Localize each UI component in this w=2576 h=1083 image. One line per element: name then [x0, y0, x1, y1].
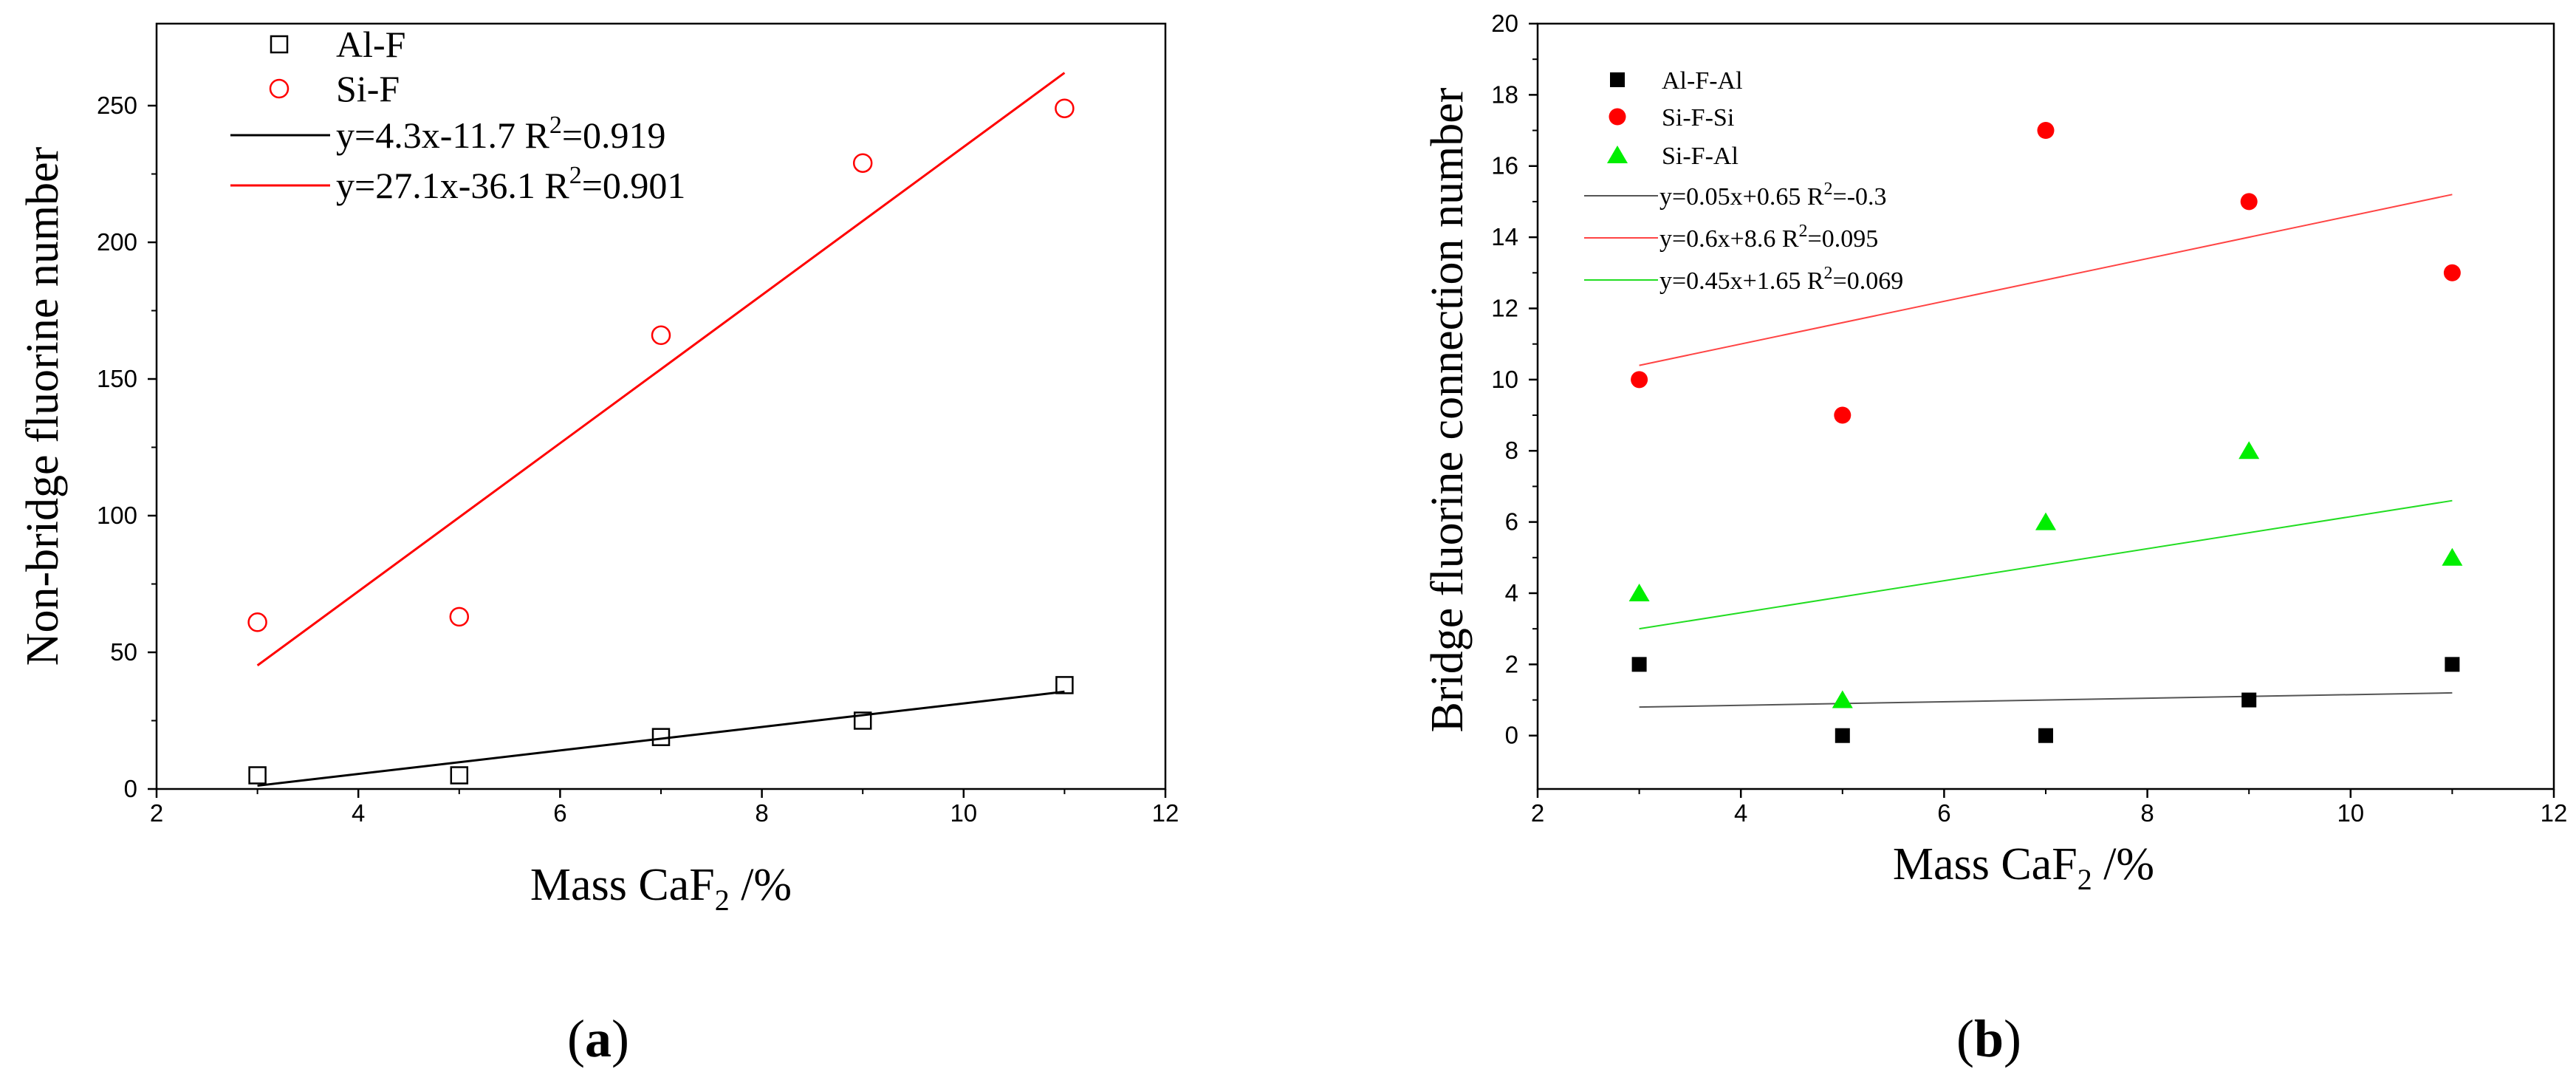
x-ticks-b: 2 4 6 8 10 12: [1531, 789, 2568, 827]
y-tick-label-b: 18: [1491, 81, 1518, 108]
x-tick-label-a: 4: [352, 799, 365, 827]
y-tick-label-a: 50: [110, 638, 137, 666]
legend-fit-label-2: y=27.1x-36.1 R2=0.901: [336, 162, 685, 206]
point-al-f-al: [2038, 728, 2053, 743]
point-al-f-al: [2241, 692, 2257, 708]
point-si-f-si: [1631, 371, 1648, 389]
fit-lines-a: [256, 72, 1066, 788]
fit-line-b-1: [1639, 691, 2453, 708]
legend-fit-label-3: y=0.45x+1.65 R2=0.069: [1659, 264, 1903, 295]
point-si-f-al: [1832, 690, 1853, 708]
fit-line-a-1: [257, 690, 1065, 788]
legend-fit-label-1: y=4.3x-11.7 R2=0.919: [336, 112, 666, 156]
x-tick-label-a: 10: [950, 799, 977, 827]
legend-a: Al-FSi-Fy=4.3x-11.7 R2=0.919 y=27.1x-36.1…: [230, 24, 685, 206]
points-a: [247, 98, 1075, 785]
fit-line-a-2: [256, 72, 1066, 666]
legend-marker-si-f: [269, 78, 290, 99]
fit-lines-b: [1639, 194, 2453, 708]
point-si-f: [449, 607, 470, 627]
legend-label-al-f: Al-F: [336, 24, 405, 65]
x-tick-label-b: 2: [1531, 799, 1544, 827]
x-tick-label-b: 12: [2541, 799, 2568, 827]
y-tick-label-b: 14: [1491, 223, 1518, 250]
y-tick-label-b: 16: [1491, 152, 1518, 180]
y-tick-label-a: 0: [124, 775, 137, 802]
panel-label-a: (a): [567, 1009, 629, 1068]
point-al-f: [248, 766, 267, 785]
y-tick-label-b: 6: [1505, 508, 1518, 536]
point-al-f: [853, 711, 872, 730]
point-si-f-si: [2037, 122, 2055, 140]
legend-marker-si-f-si: [1609, 108, 1626, 126]
x-tick-label-b: 10: [2337, 799, 2364, 827]
x-axis-label-b: Mass CaF2 /%: [1893, 839, 2154, 896]
point-al-f: [651, 728, 671, 746]
point-si-f-al: [2238, 441, 2260, 459]
point-al-f-al: [2445, 657, 2460, 672]
point-si-f-si: [2443, 264, 2461, 281]
y-tick-label-b: 2: [1505, 650, 1518, 677]
point-si-f-al: [2442, 547, 2463, 566]
x-tick-label-a: 8: [755, 799, 768, 827]
legend-fit-label-1: y=0.05x+0.65 R2=-0.3: [1659, 180, 1887, 211]
y-tick-label-a: 250: [97, 92, 137, 119]
point-si-f: [852, 153, 873, 173]
x-tick-label-a: 12: [1152, 799, 1179, 827]
point-si-f-al: [1628, 583, 1650, 601]
chart-b: 2 4 6 8 10 12 0 2 4 6 8 10 12 14 16 18 20 Al-F-Al Si-F-S…: [1422, 10, 2567, 1068]
y-axis-label-b: Bridge fluorine connection number: [1422, 87, 1473, 732]
point-si-f: [1055, 98, 1075, 118]
point-si-f-si: [1834, 406, 1852, 424]
y-tick-label-b: 10: [1491, 366, 1518, 393]
x-tick-label-b: 6: [1937, 799, 1950, 827]
point-si-f-si: [2240, 193, 2258, 211]
legend-label-si-f-al: Si-F-Al: [1662, 143, 1739, 170]
legend-b: Al-F-Al Si-F-Si Si-F-Al y=0.05x+0.65 R2=-0.…: [1584, 67, 1903, 295]
y-tick-label-a: 100: [97, 502, 137, 529]
legend-fit-label-2: y=0.6x+8.6 R2=0.095: [1659, 222, 1878, 253]
point-al-f: [1055, 676, 1074, 694]
point-si-f: [247, 612, 267, 632]
legend-label-si-f: Si-F: [336, 68, 400, 109]
point-al-f: [450, 766, 469, 785]
point-al-f-al: [1631, 657, 1647, 672]
y-tick-label-b: 4: [1505, 579, 1518, 607]
legend-marker-al-f-al: [1610, 72, 1625, 87]
y-tick-label-b: 0: [1505, 722, 1518, 749]
x-ticks-a: 2 4 6 8 10 12: [150, 789, 1179, 827]
legend-label-si-f-si: Si-F-Si: [1662, 104, 1734, 131]
x-tick-label-b: 4: [1734, 799, 1747, 827]
point-si-f: [651, 325, 671, 346]
fit-line-b-2: [1639, 194, 2453, 366]
legend-label-al-f-al: Al-F-Al: [1662, 67, 1743, 95]
y-tick-label-a: 150: [97, 365, 137, 392]
points-b: [1628, 122, 2463, 743]
point-si-f-al: [2035, 512, 2056, 530]
x-axis-label-a: Mass CaF2 /%: [530, 860, 792, 917]
y-tick-label-a: 200: [97, 228, 137, 256]
y-tick-label-b: 8: [1505, 437, 1518, 464]
y-ticks-b: 0 2 4 6 8 10 12 14 16 18 20: [1491, 10, 1538, 749]
panel-label-b: (b): [1956, 1009, 2021, 1068]
legend-marker-si-f-al: [1607, 146, 1628, 163]
y-tick-label-b: 12: [1491, 294, 1518, 321]
x-tick-label-a: 6: [553, 799, 566, 827]
point-al-f-al: [1835, 728, 1850, 743]
x-tick-label-b: 8: [2140, 799, 2154, 827]
legend-marker-al-f: [270, 35, 289, 54]
x-tick-label-a: 2: [150, 799, 163, 827]
fit-line-b-3: [1639, 499, 2453, 630]
chart-a: 2 4 6 8 10 12 0 50 100 150 200 250 Al-FSi-Fy=4.3x-…: [18, 22, 1179, 1068]
y-axis-label-a: Non-bridge fluorine number: [18, 146, 68, 666]
y-tick-label-b: 20: [1491, 10, 1518, 37]
y-ticks-a: 0 50 100 150 200 250: [97, 92, 157, 802]
